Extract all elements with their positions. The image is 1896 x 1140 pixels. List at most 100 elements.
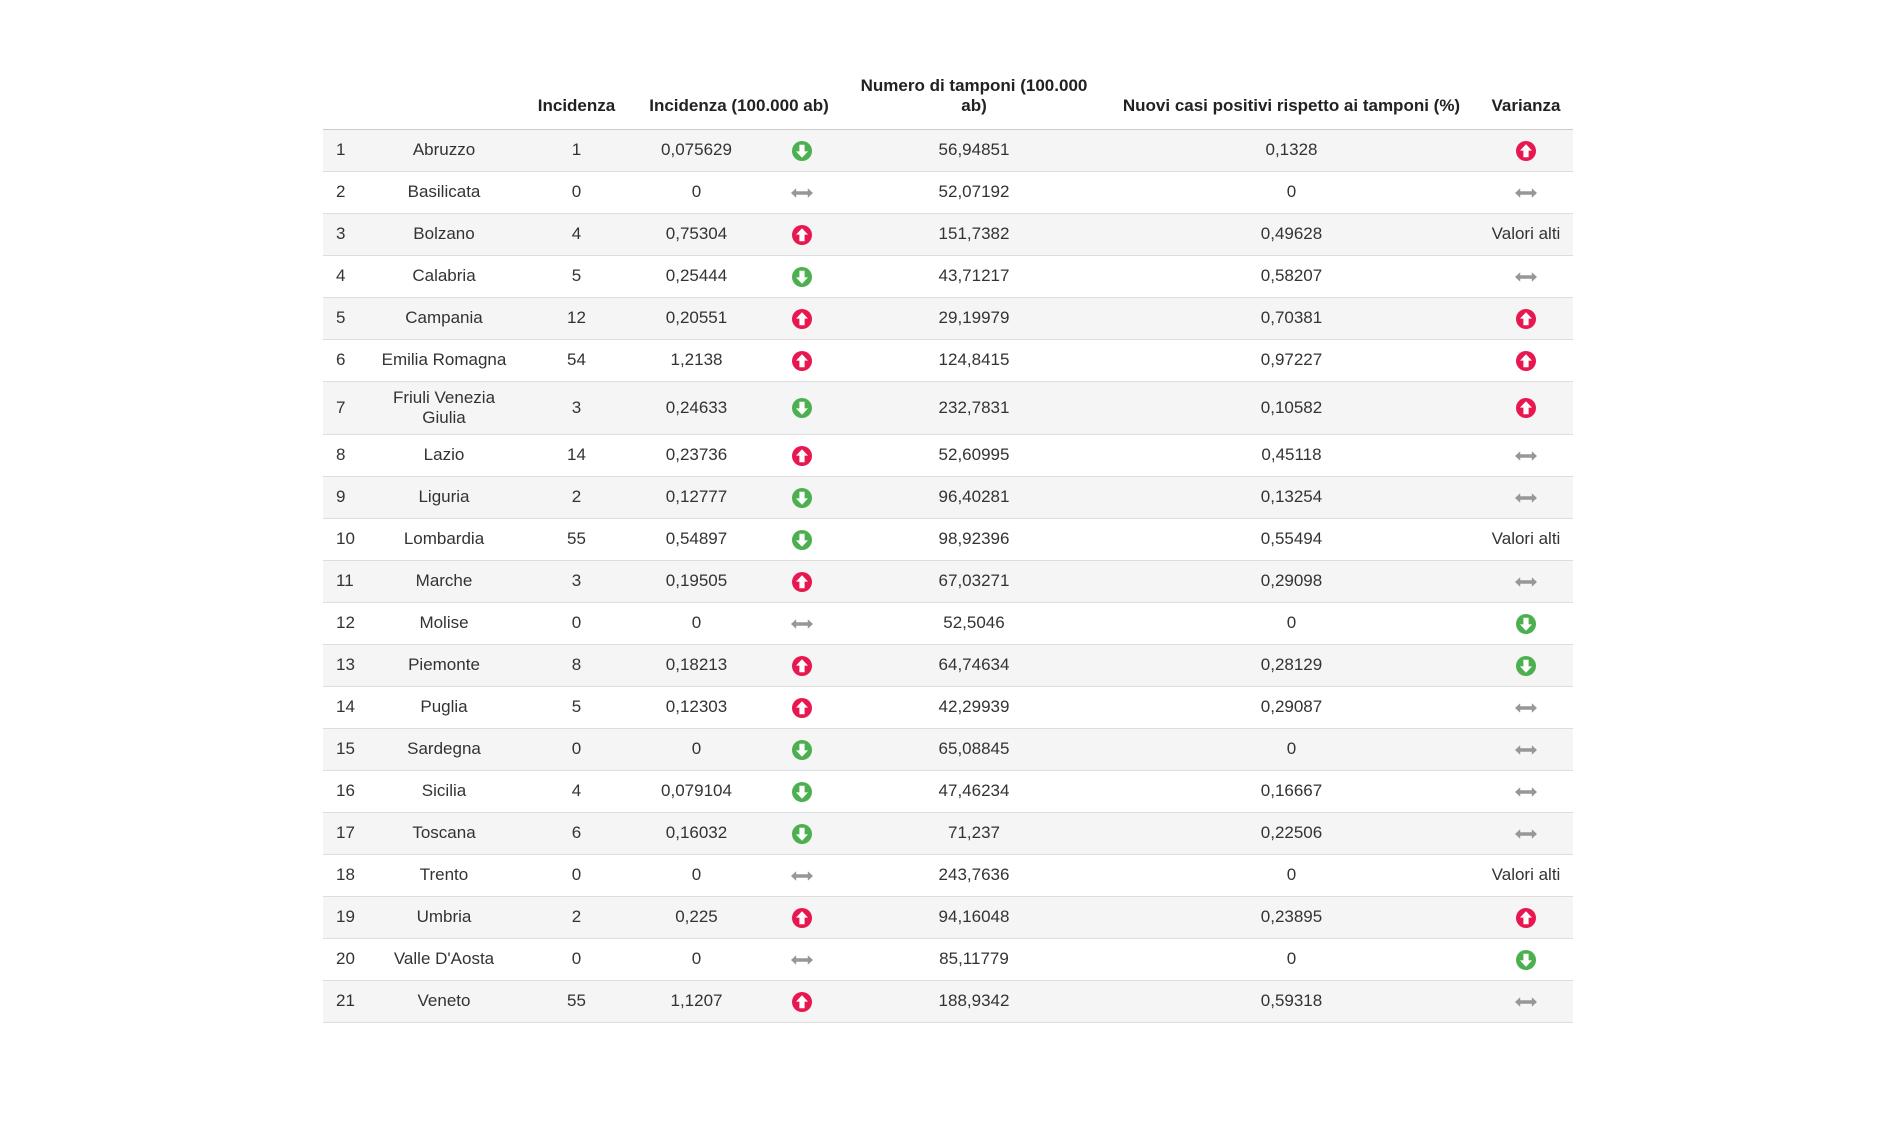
arrow-circle-down-icon xyxy=(791,529,812,550)
incidenza-trend-cell xyxy=(759,213,844,255)
table-row: 18 Trento 0 0 243,7636 0 Valori alti xyxy=(323,854,1573,897)
incidenza-100k-value: 0,25444 xyxy=(665,266,728,286)
arrow-circle-up-icon xyxy=(791,224,812,245)
arrows-horizontal-icon xyxy=(1514,697,1538,716)
incidenza-value: 2 xyxy=(571,907,582,927)
region-name: Friuli Venezia Giulia xyxy=(392,387,496,427)
incidenza-trend-cell xyxy=(759,980,844,1022)
arrows-horizontal-icon xyxy=(1514,823,1538,842)
tamponi-value: 67,03271 xyxy=(938,571,1010,591)
tamponi-value: 47,46234 xyxy=(938,781,1010,801)
incidenza-value: 3 xyxy=(571,571,582,591)
arrows-horizontal-icon xyxy=(1514,571,1538,590)
arrow-circle-down-icon xyxy=(791,781,812,802)
row-index: 4 xyxy=(336,266,346,286)
incidenza-value: 8 xyxy=(571,655,582,675)
varianza-cell: Valori alti xyxy=(1479,854,1573,896)
tamponi-value: 29,19979 xyxy=(938,308,1010,328)
arrows-horizontal-icon xyxy=(1514,487,1538,506)
region-name: Emilia Romagna xyxy=(381,350,507,370)
nuovi-casi-value: 0,13254 xyxy=(1260,487,1323,507)
incidenza-value: 14 xyxy=(567,445,586,465)
incidenza-100k-value: 0,12777 xyxy=(665,487,728,507)
incidenza-value: 55 xyxy=(567,529,586,549)
table-row: 8 Lazio 14 0,23736 52,60995 0,45118 xyxy=(323,434,1573,477)
varianza-cell xyxy=(1479,938,1573,980)
incidenza-100k-value: 0,075629 xyxy=(661,140,732,160)
arrows-horizontal-icon xyxy=(790,613,814,632)
nuovi-casi-value: 0 xyxy=(1286,182,1297,202)
incidenza-trend-cell xyxy=(759,812,844,854)
high-values-label: Valori alti xyxy=(1491,224,1561,244)
high-values-label: Valori alti xyxy=(1491,529,1561,549)
arrows-horizontal-icon xyxy=(790,865,814,884)
table-row: 7 Friuli Venezia Giulia 3 0,24633 232,78… xyxy=(323,381,1573,435)
varianza-cell: Valori alti xyxy=(1479,518,1573,560)
arrow-circle-down-icon xyxy=(1516,949,1536,970)
arrow-circle-up-icon xyxy=(791,907,812,928)
table-row: 11 Marche 3 0,19505 67,03271 0,29098 xyxy=(323,560,1573,603)
table-row: 15 Sardegna 0 0 65,08845 0 xyxy=(323,728,1573,771)
row-index: 13 xyxy=(336,655,355,675)
varianza-cell xyxy=(1479,980,1573,1022)
incidenza-100k-value: 0,20551 xyxy=(665,308,728,328)
header-varianza: Varianza xyxy=(1491,96,1561,116)
incidenza-value: 5 xyxy=(571,697,582,717)
incidenza-100k-value: 0,23736 xyxy=(665,445,728,465)
region-name: Abruzzo xyxy=(412,140,476,160)
arrow-circle-up-icon xyxy=(1516,907,1536,928)
region-name: Bolzano xyxy=(413,224,475,244)
region-name: Puglia xyxy=(420,697,468,717)
tamponi-value: 188,9342 xyxy=(938,991,1010,1011)
row-index: 16 xyxy=(336,781,355,801)
incidenza-trend-cell xyxy=(759,518,844,560)
row-index: 3 xyxy=(336,224,346,244)
incidenza-100k-value: 0,24633 xyxy=(665,397,728,417)
incidenza-trend-cell xyxy=(759,171,844,213)
region-name: Calabria xyxy=(412,266,476,286)
table-row: 17 Toscana 6 0,16032 71,237 0,22506 xyxy=(323,812,1573,855)
incidenza-trend-cell xyxy=(759,938,844,980)
arrow-circle-up-icon xyxy=(791,655,812,676)
arrows-horizontal-icon xyxy=(1514,739,1538,758)
varianza-cell xyxy=(1479,255,1573,297)
table-row: 21 Veneto 55 1,1207 188,9342 0,59318 xyxy=(323,980,1573,1023)
header-nuovi-casi: Nuovi casi positivi rispetto ai tamponi … xyxy=(1122,96,1461,116)
nuovi-casi-value: 0,28129 xyxy=(1260,655,1323,675)
header-index xyxy=(323,66,369,129)
incidenza-trend-cell xyxy=(759,770,844,812)
tamponi-value: 52,60995 xyxy=(938,445,1010,465)
nuovi-casi-value: 0 xyxy=(1286,739,1297,759)
tamponi-value: 42,29939 xyxy=(938,697,1010,717)
table-row: 4 Calabria 5 0,25444 43,71217 0,58207 xyxy=(323,255,1573,298)
nuovi-casi-value: 0 xyxy=(1286,865,1297,885)
incidenza-100k-value: 0,16032 xyxy=(665,823,728,843)
incidenza-trend-cell xyxy=(759,854,844,896)
table-body: 1 Abruzzo 1 0,075629 56,94851 0,1328 2 B… xyxy=(323,129,1573,1023)
nuovi-casi-value: 0,70381 xyxy=(1260,308,1323,328)
nuovi-casi-value: 0,45118 xyxy=(1261,445,1322,465)
arrow-circle-up-icon xyxy=(791,991,812,1012)
arrows-horizontal-icon xyxy=(1514,182,1538,201)
incidenza-value: 0 xyxy=(571,613,582,633)
incidenza-100k-value: 0,18213 xyxy=(665,655,728,675)
region-name: Basilicata xyxy=(407,182,481,202)
incidenza-value: 4 xyxy=(571,781,582,801)
incidenza-trend-cell xyxy=(759,896,844,938)
incidenza-trend-cell xyxy=(759,476,844,518)
varianza-cell: Valori alti xyxy=(1479,213,1573,255)
arrow-circle-down-icon xyxy=(791,266,812,287)
nuovi-casi-value: 0,49628 xyxy=(1260,224,1323,244)
row-index: 1 xyxy=(336,140,346,160)
incidenza-100k-value: 0,225 xyxy=(675,907,718,927)
regions-table: Incidenza Incidenza (100.000 ab) Numero … xyxy=(323,66,1573,1023)
table-row: 1 Abruzzo 1 0,075629 56,94851 0,1328 xyxy=(323,129,1573,172)
region-name: Marche xyxy=(415,571,473,591)
arrow-circle-down-icon xyxy=(791,140,812,161)
nuovi-casi-value: 0,10582 xyxy=(1260,397,1323,417)
incidenza-trend-cell xyxy=(759,297,844,339)
incidenza-value: 12 xyxy=(567,308,586,328)
incidenza-100k-value: 0 xyxy=(691,182,702,202)
arrow-circle-up-icon xyxy=(791,697,812,718)
varianza-cell xyxy=(1479,728,1573,770)
